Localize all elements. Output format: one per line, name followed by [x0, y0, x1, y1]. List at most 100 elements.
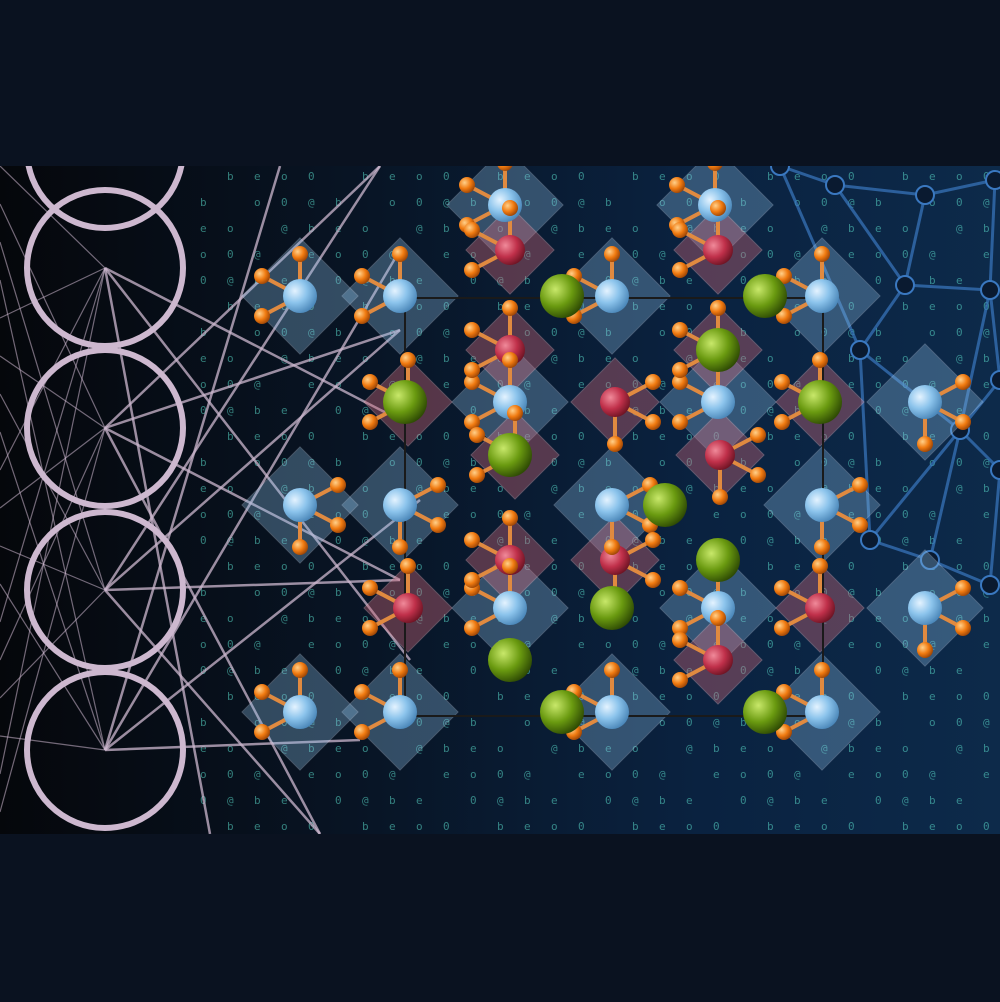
code-glyph: e [443, 248, 450, 261]
code-glyph: 0 [443, 170, 450, 183]
green-atom [696, 328, 740, 372]
code-glyph: 0 [686, 196, 693, 209]
orange-atom [604, 246, 620, 262]
orange-atom [707, 166, 723, 171]
orange-atom [430, 477, 446, 493]
code-glyph: @ [713, 716, 720, 729]
orange-atom [362, 580, 378, 596]
code-glyph: @ [443, 326, 450, 339]
code-glyph: @ [794, 768, 801, 781]
code-glyph: e [470, 612, 477, 625]
orange-atom [672, 362, 688, 378]
code-glyph: @ [362, 794, 369, 807]
code-glyph: 0 [713, 430, 720, 443]
code-glyph: @ [686, 612, 693, 625]
network-edge [858, 349, 872, 541]
code-glyph: e [470, 742, 477, 755]
blue-atom [283, 279, 317, 313]
code-glyph: 0 [416, 586, 423, 599]
orange-atom [354, 268, 370, 284]
code-glyph: o [929, 586, 936, 599]
orange-atom [672, 620, 688, 636]
code-glyph: o [875, 248, 882, 261]
code-glyph: @ [281, 742, 288, 755]
orange-atom [669, 177, 685, 193]
code-glyph: b [794, 404, 801, 417]
code-glyph: 0 [470, 664, 477, 677]
orange-atom [464, 262, 480, 278]
code-glyph: 0 [983, 560, 990, 573]
red-atom [703, 235, 733, 265]
code-glyph: @ [416, 222, 423, 235]
code-glyph: b [389, 274, 396, 287]
code-glyph: b [254, 794, 261, 807]
code-glyph: 0 [686, 326, 693, 339]
code-glyph: o [200, 638, 207, 651]
code-glyph: e [281, 664, 288, 677]
code-glyph: 0 [227, 378, 234, 391]
code-glyph: 0 [308, 170, 315, 183]
orange-atom [852, 517, 868, 533]
code-glyph: 0 [740, 534, 747, 547]
code-glyph: o [200, 378, 207, 391]
blue-atom [383, 488, 417, 522]
code-glyph: @ [551, 352, 558, 365]
code-glyph: @ [524, 768, 531, 781]
code-glyph: @ [956, 352, 963, 365]
red-atom [393, 593, 423, 623]
green-atom [383, 380, 427, 424]
code-glyph: o [227, 612, 234, 625]
orange-atom [254, 724, 270, 740]
code-glyph: 0 [740, 794, 747, 807]
code-glyph: e [281, 274, 288, 287]
code-glyph: o [470, 638, 477, 651]
code-glyph: b [524, 794, 531, 807]
code-glyph: 0 [416, 196, 423, 209]
orange-atom [672, 672, 688, 688]
code-glyph: o [389, 586, 396, 599]
orange-atom [645, 374, 661, 390]
code-glyph: e [929, 690, 936, 703]
code-glyph: @ [362, 404, 369, 417]
network-node [860, 530, 880, 550]
code-glyph: o [929, 326, 936, 339]
code-glyph: b [983, 742, 990, 755]
code-glyph: @ [578, 456, 585, 469]
code-glyph: @ [281, 482, 288, 495]
blue-atom [908, 385, 942, 419]
code-glyph: e [956, 794, 963, 807]
orange-atom [812, 558, 828, 574]
network-node [990, 460, 1000, 480]
code-glyph: 0 [875, 664, 882, 677]
code-glyph: @ [929, 508, 936, 521]
fan-line [0, 735, 106, 751]
code-glyph: e [794, 560, 801, 573]
code-glyph: o [605, 638, 612, 651]
code-glyph: o [470, 508, 477, 521]
code-glyph: b [227, 170, 234, 183]
orange-atom [354, 308, 370, 324]
code-glyph: o [281, 430, 288, 443]
code-glyph: @ [497, 534, 504, 547]
code-glyph: b [200, 326, 207, 339]
fan-line [0, 267, 106, 319]
code-glyph: e [308, 638, 315, 651]
code-glyph: @ [659, 768, 666, 781]
code-glyph: b [308, 612, 315, 625]
blue-atom [805, 279, 839, 313]
code-glyph: e [686, 274, 693, 287]
code-glyph: o [767, 352, 774, 365]
network-node [850, 340, 870, 360]
code-glyph: o [551, 430, 558, 443]
code-glyph: 0 [335, 274, 342, 287]
fan-line [0, 583, 106, 751]
code-glyph: o [227, 742, 234, 755]
orange-atom [604, 662, 620, 678]
code-glyph: @ [551, 222, 558, 235]
code-glyph: o [632, 742, 639, 755]
code-glyph: @ [902, 664, 909, 677]
code-glyph: e [794, 170, 801, 183]
fan-line [0, 203, 106, 429]
code-glyph: b [254, 404, 261, 417]
